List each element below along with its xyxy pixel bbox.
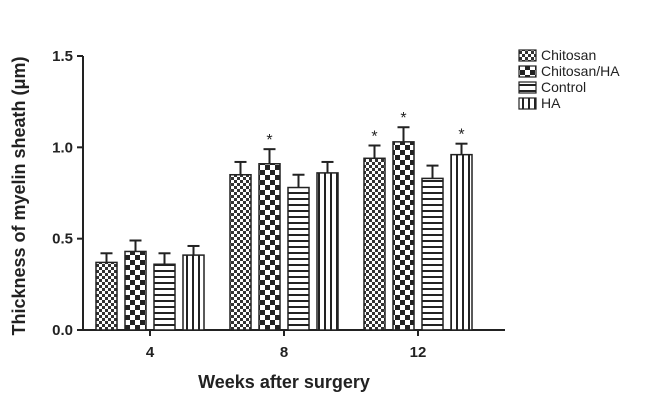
legend-swatch xyxy=(518,65,537,78)
x-tick-label: 12 xyxy=(410,344,427,361)
bar xyxy=(363,157,386,331)
y-tick-label: 1.5 xyxy=(52,48,73,65)
significance-mark: * xyxy=(266,132,272,149)
significance-mark: * xyxy=(371,129,377,146)
x-tick-label: 4 xyxy=(146,344,155,361)
y-axis-title: Thickness of myelin sheath (μm) xyxy=(9,56,29,335)
y-tick-label: 1.0 xyxy=(52,139,73,156)
bar xyxy=(229,173,252,331)
bar xyxy=(316,172,339,331)
x-tick-label: 8 xyxy=(280,344,288,361)
significance-mark: * xyxy=(458,127,464,144)
bar xyxy=(392,141,415,331)
legend-label: Control xyxy=(541,79,586,95)
bar xyxy=(450,153,473,331)
significance-mark: * xyxy=(400,110,406,127)
bar xyxy=(258,163,281,331)
bar xyxy=(287,186,310,331)
legend-swatch xyxy=(518,97,537,110)
bar xyxy=(421,177,444,331)
legend-label: Chitosan/HA xyxy=(541,63,620,79)
y-tick-label: 0.5 xyxy=(52,231,73,248)
bar xyxy=(153,263,176,331)
legend-swatch xyxy=(518,49,537,62)
x-axis-title: Weeks after surgery xyxy=(198,372,370,392)
bar xyxy=(124,250,147,331)
legend-label: HA xyxy=(541,95,561,111)
bars: * * * * xyxy=(95,110,473,331)
bar xyxy=(182,254,205,331)
legend-label: Chitosan xyxy=(541,47,596,63)
legend-swatch xyxy=(518,81,537,94)
bar xyxy=(95,261,118,331)
y-tick-label: 0.0 xyxy=(52,322,73,339)
